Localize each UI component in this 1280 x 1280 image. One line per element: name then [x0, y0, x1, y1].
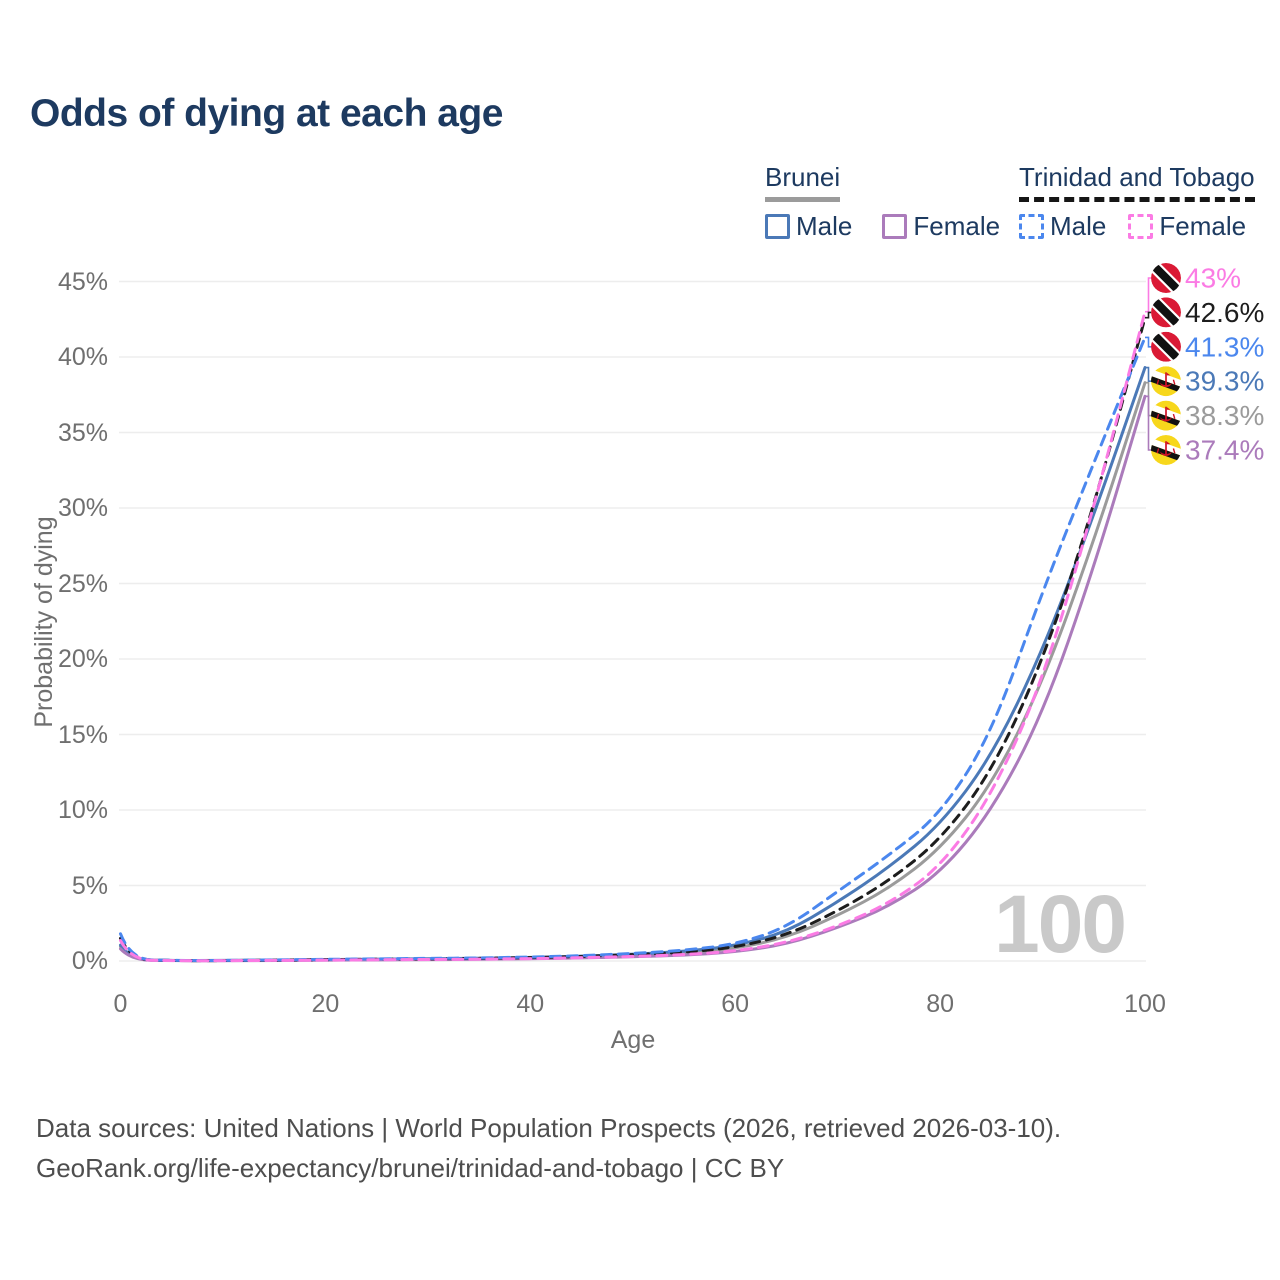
- y-tick-label: 30%: [57, 494, 108, 522]
- end-value-label-br_total: 38.3%: [1185, 400, 1264, 431]
- y-tick-label: 40%: [57, 343, 108, 371]
- footer-data-sources: Data sources: United Nations | World Pop…: [36, 1113, 1062, 1143]
- legend-item-brunei-female[interactable]: Female: [882, 211, 1000, 242]
- x-tick-label: 80: [926, 990, 954, 1018]
- series-curves: [119, 310, 1147, 963]
- series-line-br_total: [119, 381, 1147, 963]
- leader-line-tt_female: [1145, 277, 1151, 313]
- y-tick-label: 5%: [71, 871, 108, 900]
- series-line-br_female: [119, 394, 1147, 963]
- chart-footer: Data sources: United Nations | World Pop…: [36, 1108, 1061, 1188]
- end-value-label-tt_male: 41.3%: [1185, 331, 1264, 362]
- legend-label-tt-male: Male: [1050, 211, 1107, 241]
- end-value-label-br_female: 37.4%: [1185, 435, 1264, 466]
- x-tick-label: 20: [311, 990, 340, 1018]
- legend-country-brunei: Brunei: [765, 162, 841, 202]
- series-line-tt_total: [119, 316, 1147, 963]
- legend-item-tt-female[interactable]: Female: [1128, 211, 1246, 242]
- end-value-label-tt_total: 42.6%: [1185, 297, 1264, 328]
- y-tick-label: 20%: [57, 645, 108, 673]
- gridlines: [119, 280, 1146, 962]
- legend-country-trinidad-and-tobago: Trinidad and Tobago: [1019, 162, 1255, 202]
- brunei-female-swatch-icon: [882, 214, 908, 239]
- tt-female-swatch-icon: [1128, 214, 1154, 239]
- y-tick-label: 0%: [71, 947, 108, 975]
- footer-attribution: GeoRank.org/life-expectancy/brunei/trini…: [36, 1153, 785, 1183]
- legend-items-trinidad-and-tobago: Male Female: [1019, 211, 1255, 242]
- end-labels: 43%42.6%41.3% 39.3%38.3% 37.4%: [1145, 263, 1264, 466]
- y-axis-title: Probability of dying: [30, 516, 58, 728]
- legend-group-trinidad-and-tobago: Trinidad and Tobago Male Female: [1019, 162, 1255, 242]
- tt-male-swatch-icon: [1019, 214, 1044, 239]
- leader-line-br_male: [1145, 366, 1151, 382]
- end-value-label-tt_female: 43%: [1185, 263, 1241, 294]
- x-tick-label: 60: [721, 990, 750, 1018]
- y-tick-label: 10%: [57, 796, 108, 824]
- legend-item-tt-male[interactable]: Male: [1019, 211, 1106, 242]
- y-tick-label: 15%: [57, 720, 108, 749]
- leader-line-br_female: [1145, 395, 1151, 451]
- legend-items-brunei: Male Female: [765, 211, 1000, 242]
- y-tick-label: 25%: [57, 569, 108, 598]
- x-tick-label: 100: [1124, 990, 1166, 1018]
- legend-item-brunei-male[interactable]: Male: [765, 211, 852, 242]
- legend-label-tt-female: Female: [1159, 211, 1247, 241]
- x-tick-label: 0: [113, 990, 128, 1018]
- y-tick-label: 35%: [57, 418, 108, 447]
- page-title: Odds of dying at each age: [30, 92, 503, 135]
- legend-group-brunei: Brunei Male Female: [765, 162, 1000, 242]
- x-axis-title: Age: [610, 1026, 656, 1054]
- legend-label-brunei-male: Male: [796, 211, 853, 241]
- series-line-tt_female: [119, 310, 1147, 963]
- brunei-male-swatch-icon: [765, 214, 790, 239]
- series-line-tt_male: [119, 335, 1147, 963]
- end-value-label-br_male: 39.3%: [1185, 366, 1264, 397]
- leader-line-tt_total: [1145, 311, 1151, 319]
- y-tick-label: 45%: [57, 267, 108, 296]
- age-watermark: 100: [994, 879, 1127, 970]
- leader-line-tt_male: [1145, 336, 1151, 348]
- legend-label-brunei-female: Female: [913, 211, 1001, 241]
- series-line-br_male: [119, 366, 1147, 963]
- x-tick-label: 40: [516, 990, 545, 1018]
